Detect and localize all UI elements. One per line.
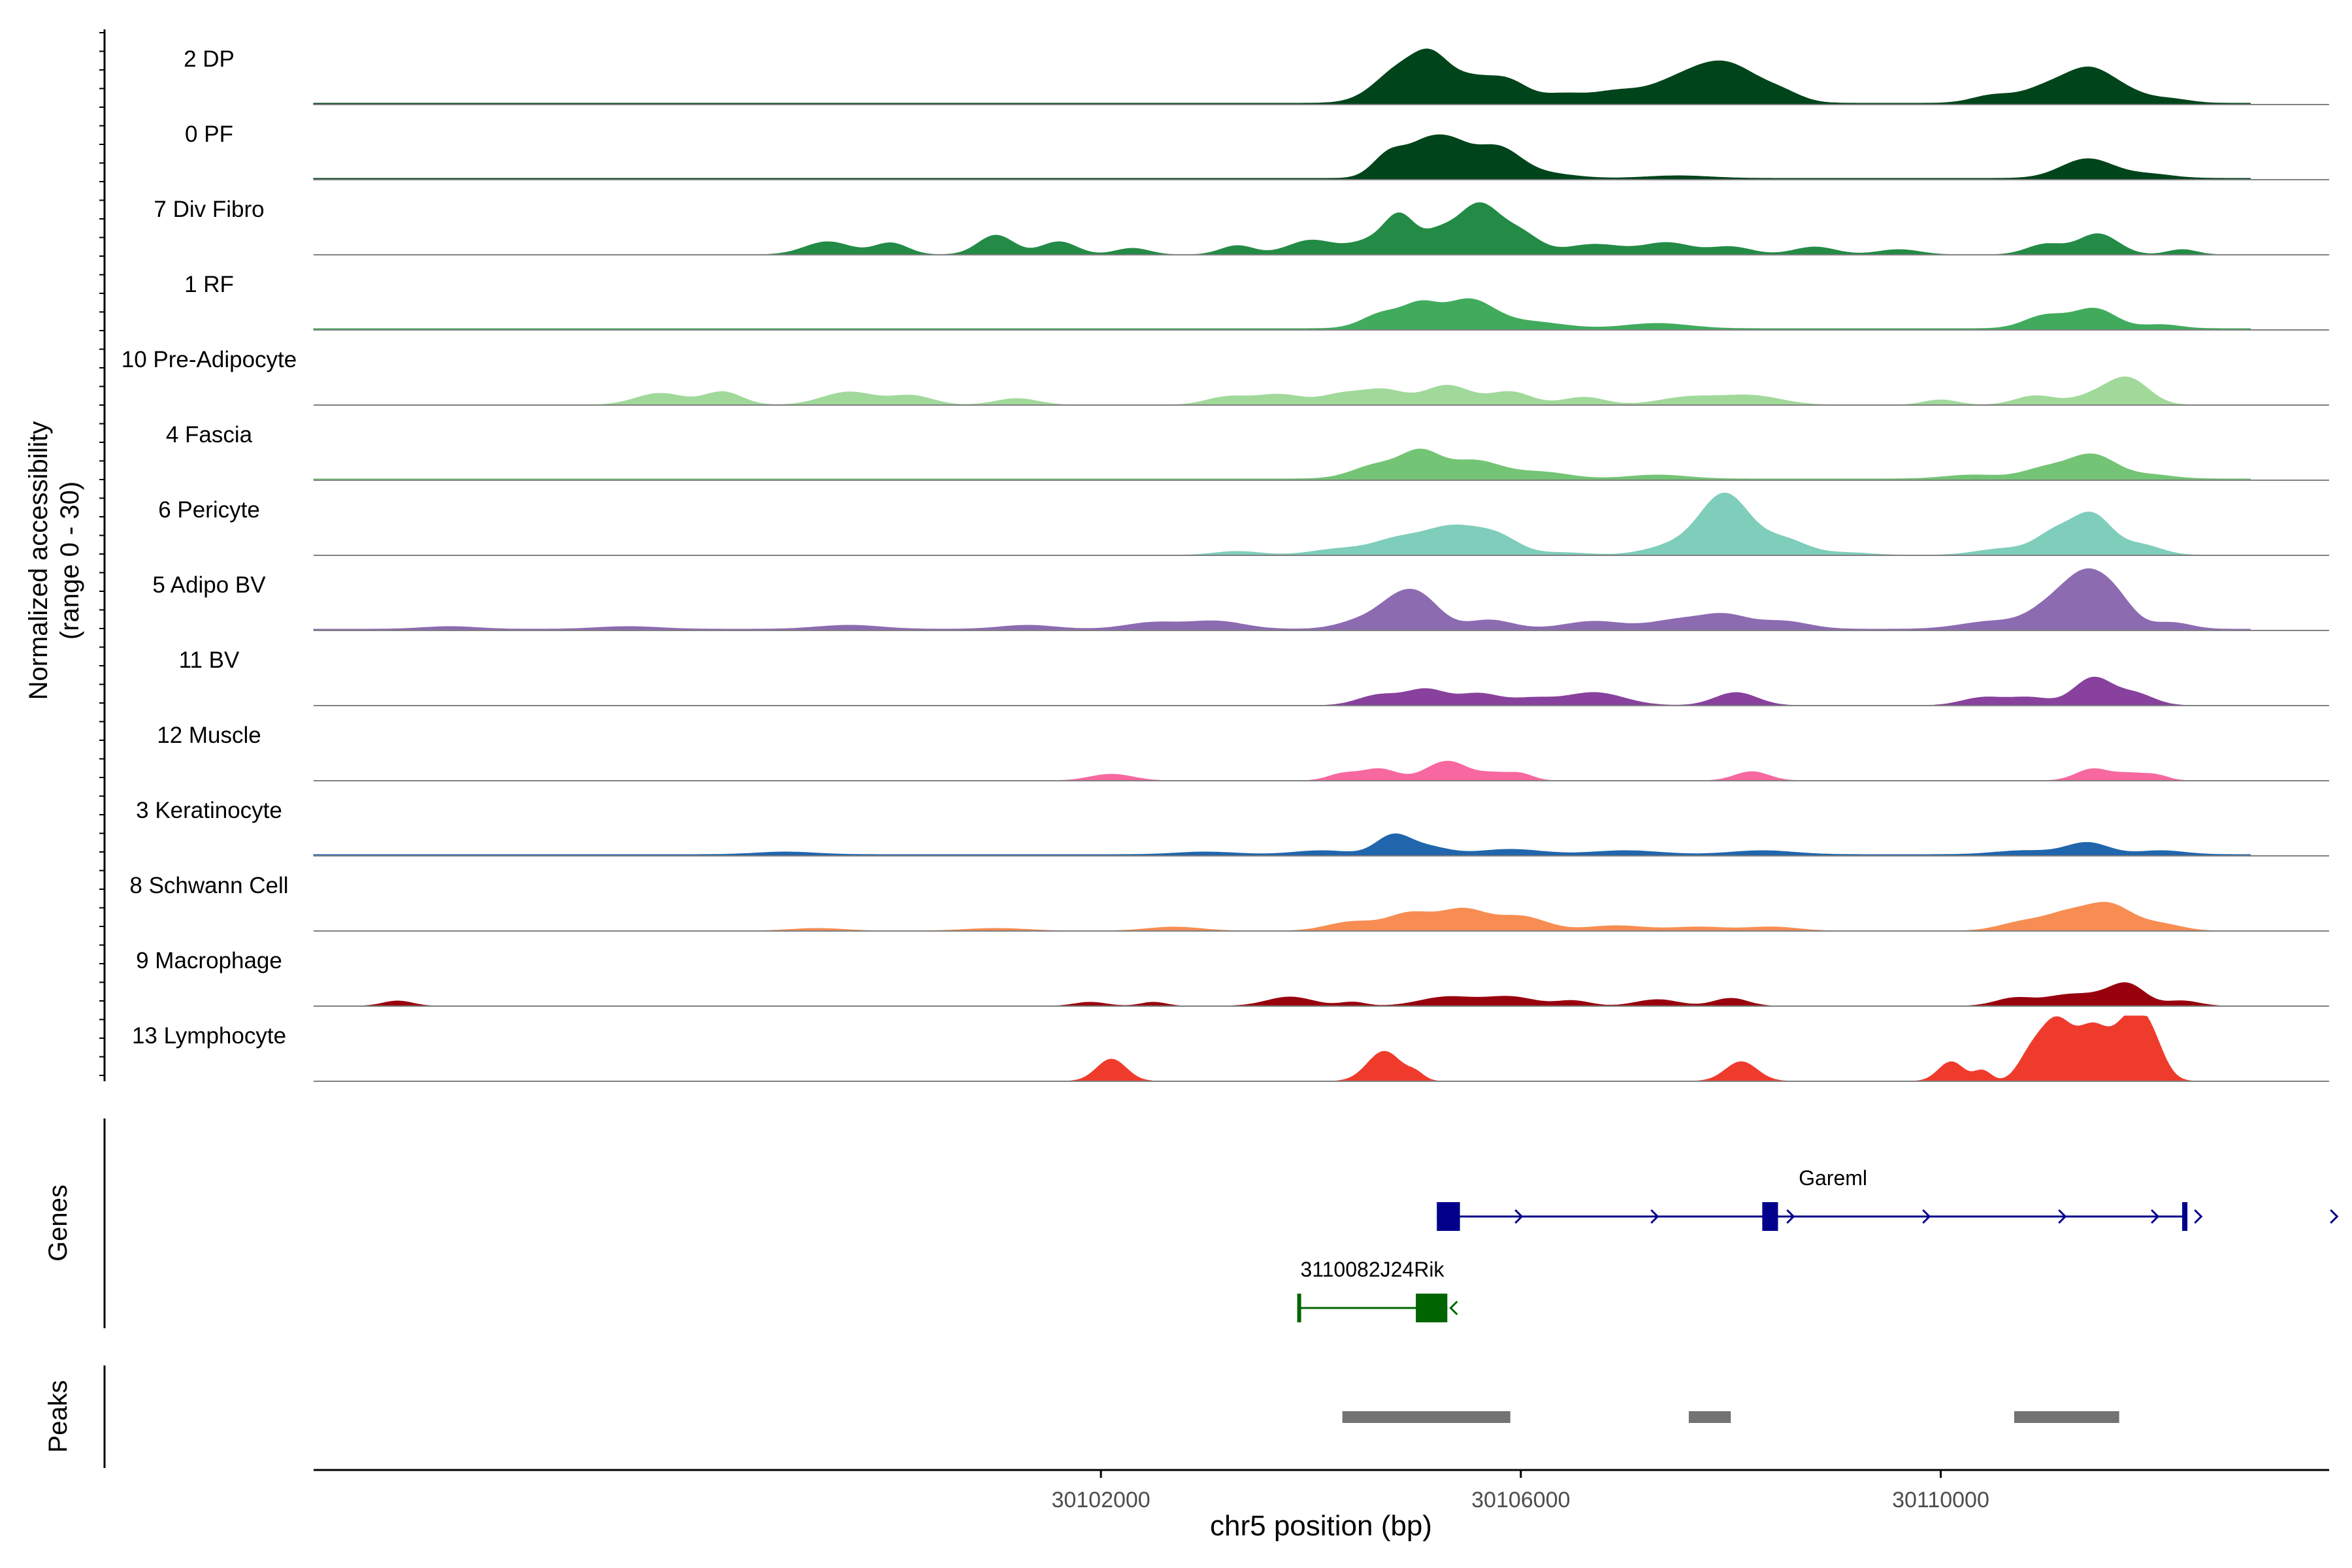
track-coverage-area bbox=[313, 298, 2251, 331]
strand-arrow bbox=[1786, 1209, 1795, 1224]
strand-arrow bbox=[2194, 1209, 2203, 1224]
gene-name: 3110082J24Rik bbox=[1300, 1258, 1445, 1281]
track-coverage-area bbox=[314, 902, 2251, 932]
genes-panel: Gareml 3110082J24Rik bbox=[1297, 1166, 2339, 1322]
track-label: 1 RF bbox=[184, 272, 234, 297]
track-label: 0 PF bbox=[185, 122, 233, 147]
track-label: 8 Schwann Cell bbox=[129, 873, 288, 898]
track-label: 11 BV bbox=[179, 647, 240, 673]
track-10: 12 Muscle bbox=[157, 723, 2329, 781]
track-label: 6 Pericyte bbox=[158, 497, 260, 523]
track-4: 1 RF bbox=[184, 272, 2329, 331]
track-3: 7 Div Fibro bbox=[154, 197, 2329, 255]
y-axis-title-line2: (range 0 - 30) bbox=[56, 482, 84, 640]
track-label: 4 Fascia bbox=[166, 422, 253, 448]
track-14: 13 Lymphocyte bbox=[132, 1015, 2329, 1082]
track-coverage-area bbox=[313, 448, 2251, 481]
track-label: 2 DP bbox=[184, 46, 235, 72]
strand-arrow bbox=[1650, 1209, 1659, 1224]
strand-arrow bbox=[1514, 1209, 1524, 1224]
gene-name: Gareml bbox=[1799, 1166, 1867, 1190]
track-coverage-area bbox=[314, 492, 2251, 556]
coverage-tracks: 2 DP 0 PF 7 Div Fibro 1 RF 10 Pre-Adipocyte 4… bbox=[122, 46, 2329, 1082]
gene-exon bbox=[2182, 1202, 2188, 1231]
x-axis-title: chr5 position (bp) bbox=[1210, 1510, 1432, 1542]
peak-bar bbox=[1688, 1411, 1731, 1423]
track-label: 10 Pre-Adipocyte bbox=[122, 347, 297, 372]
strand-arrow bbox=[1449, 1300, 1458, 1316]
track-coverage-area bbox=[314, 982, 2251, 1007]
track-label: 9 Macrophage bbox=[136, 948, 282, 973]
peak-bar bbox=[1342, 1411, 1511, 1423]
gene-2: 3110082J24Rik bbox=[1297, 1258, 1458, 1322]
track-coverage-area bbox=[313, 568, 2251, 631]
track-9: 11 BV bbox=[179, 647, 2329, 706]
track-8: 5 Adipo BV bbox=[152, 568, 2329, 631]
strand-arrow bbox=[2151, 1209, 2160, 1224]
track-coverage-area bbox=[313, 48, 2251, 105]
track-11: 3 Keratinocyte bbox=[136, 798, 2329, 857]
track-coverage-area bbox=[314, 202, 2251, 255]
track-5: 10 Pre-Adipocyte bbox=[122, 347, 2329, 406]
track-coverage-area bbox=[314, 1015, 2251, 1082]
track-2: 0 PF bbox=[185, 122, 2329, 180]
gene-exon bbox=[1762, 1202, 1778, 1231]
track-label: 5 Adipo BV bbox=[152, 572, 266, 598]
x-axis-ticks: 30102000 30106000 30110000 bbox=[1051, 1470, 1989, 1512]
track-6: 4 Fascia bbox=[166, 422, 2329, 481]
strand-arrow bbox=[2330, 1209, 2339, 1224]
track-coverage-area bbox=[314, 376, 2251, 406]
track-7: 6 Pericyte bbox=[158, 492, 2329, 556]
track-coverage-area bbox=[314, 676, 2251, 706]
gene-exon bbox=[1297, 1294, 1301, 1322]
track-label: 7 Div Fibro bbox=[154, 197, 264, 222]
track-label: 12 Muscle bbox=[157, 723, 261, 748]
tracks-y-ticks bbox=[99, 32, 105, 1076]
track-label: 13 Lymphocyte bbox=[132, 1023, 286, 1049]
genes-panel-label: Genes bbox=[44, 1184, 73, 1262]
y-axis-title-line1: Normalized accessibility bbox=[24, 421, 53, 700]
x-tick-label: 30106000 bbox=[1471, 1488, 1570, 1512]
track-coverage-area bbox=[313, 833, 2251, 857]
x-tick-label: 30110000 bbox=[1892, 1488, 1989, 1512]
track-12: 8 Schwann Cell bbox=[129, 873, 2329, 932]
gene-exon bbox=[1416, 1294, 1448, 1322]
strand-arrow bbox=[2058, 1209, 2067, 1224]
peak-bar bbox=[2014, 1411, 2119, 1423]
track-13: 9 Macrophage bbox=[136, 948, 2329, 1007]
peaks-panel-label: Peaks bbox=[44, 1380, 73, 1452]
track-1: 2 DP bbox=[184, 46, 2329, 105]
track-label: 3 Keratinocyte bbox=[136, 798, 282, 823]
track-coverage-area bbox=[314, 760, 2251, 781]
strand-arrow bbox=[1922, 1209, 1931, 1224]
track-coverage-area bbox=[313, 134, 2251, 180]
gene-exon bbox=[1437, 1202, 1460, 1231]
peaks-panel bbox=[1342, 1411, 2119, 1423]
x-tick-label: 30102000 bbox=[1051, 1488, 1150, 1512]
gene-1: Gareml bbox=[1437, 1166, 2339, 1231]
